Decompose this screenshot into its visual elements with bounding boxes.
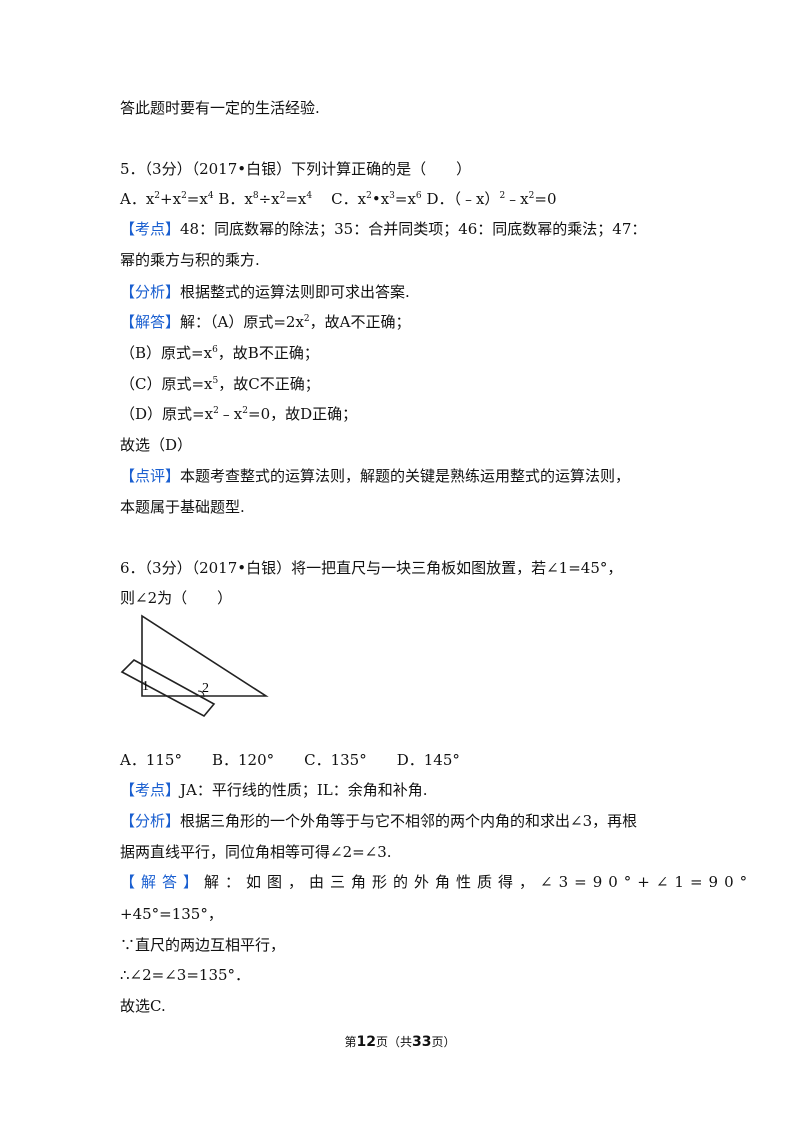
q6-stem-cont: 则∠2为（ ） — [120, 589, 233, 607]
fig-label-2: 2 — [202, 681, 209, 696]
q5-dianping: 【点评】本题考查整式的运算法则，解题的关键是熟练运用整式的运算法则， — [120, 467, 631, 485]
q5-opt-a: A．x2+x2=x4 — [120, 190, 214, 208]
q6-answer: 故选C. — [120, 997, 166, 1015]
q6-fenxi-cont: 据两直线平行，同位角相等可得∠2=∠3. — [120, 843, 392, 861]
q5-dianping-cont: 本题属于基础题型. — [120, 498, 245, 516]
q6-fenxi: 【分析】根据三角形的一个外角等于与它不相邻的两个内角的和求出∠3，再根 — [120, 812, 638, 830]
fenxi-tag: 【分析】 — [120, 812, 181, 830]
q6-figure: 1 2 — [120, 586, 270, 720]
q6-jieda: 【解答】解：如图，由三角形的外角性质得，∠3=90°+∠1=90° — [120, 873, 754, 891]
kaodian-tag: 【考点】 — [120, 781, 181, 799]
q6-options: A．115° B．120° C．135° D．145° — [120, 751, 460, 769]
fig-label-1: 1 — [142, 679, 149, 694]
q6-stem: 6．（3分）（2017•白银）将一把直尺与一块三角板如图放置，若∠1=45°， — [120, 559, 623, 577]
q5-opt-d: D．（﹣x）2﹣x2=0 — [426, 190, 557, 208]
q5-stem: 5．（3分）（2017•白银）下列计算正确的是（ ） — [120, 160, 472, 178]
q6-jieda-therefore: ∴∠2=∠3=135°． — [120, 966, 251, 984]
q6-jieda-because: ∵直尺的两边互相平行， — [120, 936, 286, 954]
jieda-tag: 【解答】 — [120, 313, 181, 331]
fenxi-tag: 【分析】 — [120, 283, 181, 301]
angle-arc — [197, 690, 205, 698]
dianping-tag: 【点评】 — [120, 467, 181, 485]
q6-kaodian: 【考点】JA：平行线的性质；IL：余角和补角. — [120, 781, 428, 799]
q5-opt-b: B．x8÷x2=x4 — [218, 190, 313, 208]
q5-opt-c: C．x2•x3=x6 — [331, 190, 422, 208]
top-line: 答此题时要有一定的生活经验. — [120, 99, 320, 117]
jieda-tag: 【解答】 — [120, 873, 205, 891]
kaodian-tag: 【考点】 — [120, 220, 181, 238]
q6-jieda-cont: +45°=135°， — [120, 905, 223, 923]
page-number: 12 — [356, 1034, 376, 1050]
q5-jieda-c: （C）原式=x5，故C不正确； — [120, 375, 320, 393]
q5-answer: 故选（D） — [120, 436, 193, 454]
page-footer: 第12页（共33页） — [344, 1034, 456, 1050]
q5-jieda: 【解答】解：（A）原式=2x2，故A不正确； — [120, 313, 411, 331]
q5-jieda-b: （B）原式=x6，故B不正确； — [120, 344, 319, 362]
q5-kaodian-cont: 幂的乘方与积的乘方. — [120, 251, 260, 269]
ruler — [120, 659, 216, 718]
q5-kaodian: 【考点】48：同底数幂的除法；35：合并同类项；46：同底数幂的乘法；47： — [120, 220, 647, 238]
q5-options: A．x2+x2=x4 B．x8÷x2=x4 C．x2•x3=x6 D．（﹣x）2… — [120, 188, 557, 210]
q5-fenxi: 【分析】根据整式的运算法则即可求出答案. — [120, 283, 410, 301]
q5-jieda-d: （D）原式=x2﹣x2=0，故D正确； — [120, 405, 358, 423]
total-pages: 33 — [412, 1034, 432, 1050]
